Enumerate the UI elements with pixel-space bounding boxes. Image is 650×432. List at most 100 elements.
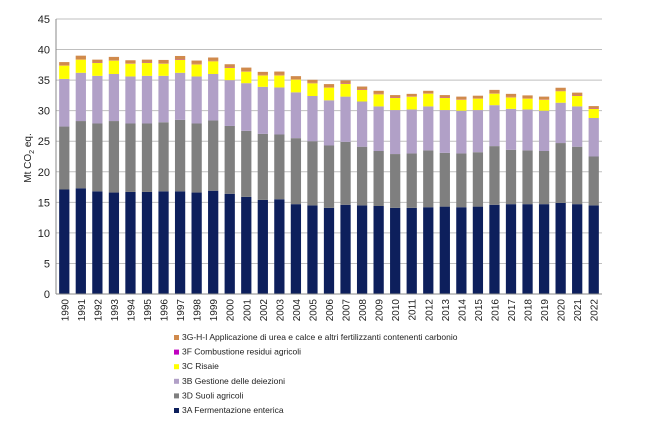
bar-segment: [192, 61, 202, 64]
y-tick-label: 5: [44, 258, 50, 270]
bar-segment: [109, 57, 119, 60]
bar-segment: [423, 106, 433, 150]
x-tick-label: 2003: [275, 299, 286, 322]
bar-segment: [440, 153, 450, 207]
bar-segment: [357, 87, 367, 90]
bar-segment: [506, 109, 516, 150]
bar-segment: [456, 97, 466, 100]
bar-stack-2007: [340, 80, 350, 294]
bar-segment: [225, 194, 235, 294]
legend-item: 3F Combustione residui agricoli: [174, 347, 301, 357]
bar-segment: [142, 76, 152, 124]
bar-stack-2011: [407, 94, 417, 294]
bar-segment: [241, 68, 251, 72]
y-tick-label: 40: [38, 45, 50, 57]
bar-stack-1999: [208, 58, 218, 295]
bar-segment: [572, 96, 582, 106]
bar-stack-1998: [192, 61, 202, 294]
bar-stack-2012: [423, 91, 433, 294]
bar-segment: [307, 205, 317, 294]
bar-segment: [158, 122, 168, 191]
bar-segment: [539, 100, 549, 111]
bar-segment: [539, 111, 549, 151]
bar-segment: [258, 134, 268, 200]
bar-segment: [175, 56, 185, 60]
bar-segment: [258, 200, 268, 294]
bar-segment: [192, 193, 202, 294]
bar-stack-1995: [142, 60, 152, 294]
bar-segment: [374, 94, 384, 106]
bar-segment: [572, 147, 582, 204]
bar-segment: [274, 75, 284, 87]
legend-swatch: [174, 408, 179, 413]
bar-stack-2000: [225, 64, 235, 294]
bar-segment: [522, 204, 532, 294]
legend-item: 3A Fermentazione enterica: [174, 405, 284, 415]
y-tick-label: 45: [38, 14, 50, 26]
bar-stack-2022: [589, 106, 599, 294]
bar-segment: [357, 90, 367, 102]
x-tick-label: 2005: [308, 299, 319, 322]
bar-stack-2015: [473, 96, 483, 294]
x-tick-label: 1995: [143, 299, 154, 322]
bar-segment: [274, 135, 284, 200]
bar-segment: [556, 203, 566, 294]
x-tick-label: 2015: [474, 299, 485, 322]
bar-segment: [407, 94, 417, 96]
bar-stack-2008: [357, 87, 367, 294]
x-tick-label: 2021: [573, 299, 584, 322]
bar-segment: [489, 146, 499, 205]
bar-stack-2019: [539, 97, 549, 294]
x-tick-label: 2018: [524, 299, 535, 322]
bar-segment: [324, 84, 334, 87]
bar-stack-1991: [76, 56, 86, 294]
legend-label: 3A Fermentazione enterica: [182, 405, 284, 415]
y-axis-title-suffix: eq.: [23, 133, 34, 150]
y-tick-label: 20: [38, 167, 50, 179]
bar-stack-2002: [258, 72, 268, 294]
bar-stack-2001: [241, 68, 251, 294]
bar-segment: [556, 103, 566, 143]
bar-segment: [158, 60, 168, 63]
bar-segment: [506, 97, 516, 109]
bar-stack-2017: [506, 94, 516, 294]
bar-segment: [76, 188, 86, 294]
bar-segment: [324, 100, 334, 145]
bar-segment: [208, 61, 218, 74]
bar-segment: [158, 64, 168, 76]
bar-segment: [225, 68, 235, 80]
bar-stack-2021: [572, 93, 582, 294]
bar-segment: [440, 207, 450, 294]
bar-segment: [92, 124, 102, 192]
bar-segment: [440, 110, 450, 153]
x-tick-label: 1997: [176, 299, 187, 322]
bar-segment: [589, 157, 599, 206]
bar-segment: [473, 152, 483, 206]
legend-swatch: [174, 379, 179, 384]
legend-label: 3C Risaie: [182, 361, 219, 371]
bar-segment: [390, 154, 400, 208]
bar-segment: [489, 90, 499, 93]
bar-segment: [456, 111, 466, 154]
bar-segment: [357, 205, 367, 294]
bar-segment: [291, 138, 301, 204]
bar-segment: [423, 91, 433, 93]
x-tick-label: 2016: [490, 299, 501, 322]
bar-stack-2004: [291, 76, 301, 294]
bar-segment: [340, 205, 350, 294]
bar-segment: [522, 95, 532, 98]
x-tick-label: 2007: [342, 299, 353, 322]
x-tick-label: 2008: [358, 299, 369, 322]
bar-segment: [374, 106, 384, 151]
x-tick-label: 1998: [193, 299, 204, 322]
bar-segment: [192, 64, 202, 76]
bar-segment: [241, 197, 251, 294]
bar-segment: [506, 94, 516, 97]
bar-stack-2018: [522, 95, 532, 294]
bar-segment: [208, 120, 218, 190]
bar-segment: [258, 87, 268, 134]
legend-swatch: [174, 393, 179, 398]
y-tick-label: 25: [38, 136, 50, 148]
bar-segment: [109, 193, 119, 294]
bar-stack-1996: [158, 60, 168, 294]
